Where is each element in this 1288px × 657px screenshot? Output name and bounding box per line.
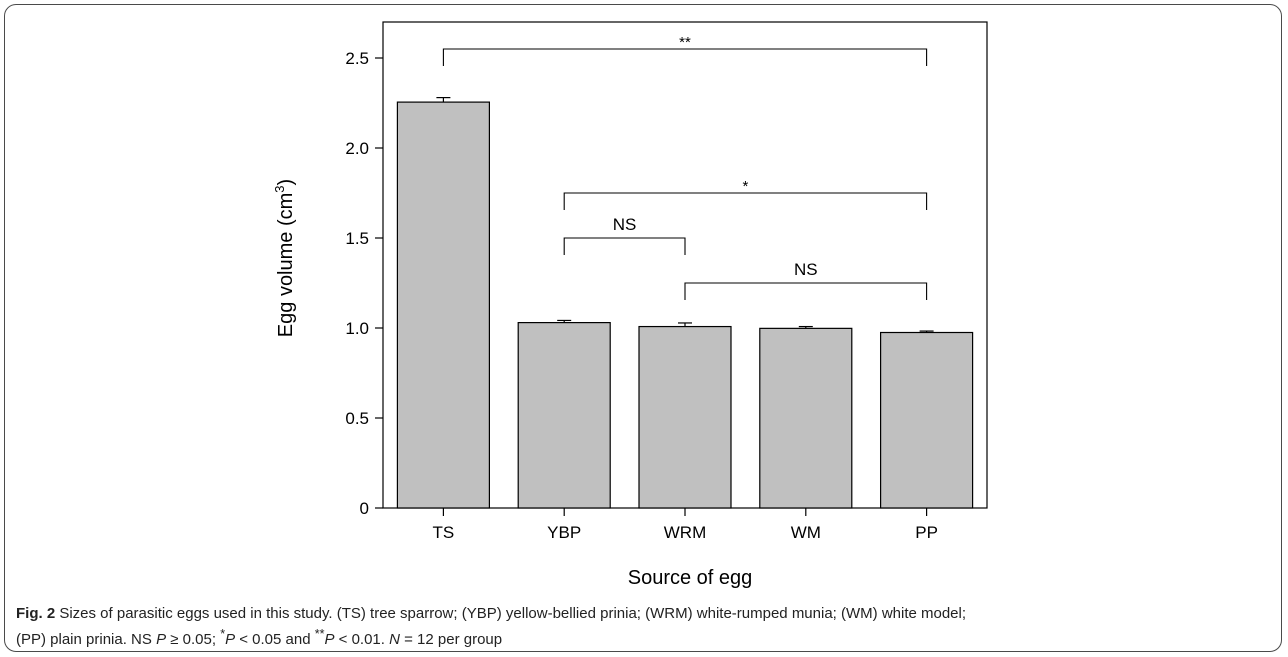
x-tick-label-ts: TS <box>433 523 455 542</box>
y-axis-label-base: Egg volume (cm <box>275 193 297 338</box>
significance-label: NS <box>613 215 637 234</box>
caption-superscript: ** <box>314 627 325 641</box>
y-axis-label-close: ) <box>275 179 297 186</box>
caption-text: = 12 per group <box>399 631 503 648</box>
caption-text: < 0.05 and <box>235 631 315 648</box>
y-tick-label: 1.0 <box>345 319 369 338</box>
y-tick-label: 2.0 <box>345 139 369 158</box>
y-axis-label-superscript: 3 <box>272 185 287 192</box>
caption-superscript: * <box>220 627 226 641</box>
x-tick-label-pp: PP <box>915 523 938 542</box>
caption-text-line-1: Sizes of parasitic eggs used in this stu… <box>55 605 967 622</box>
bar-wm <box>759 327 853 509</box>
y-tick-label: 0.5 <box>345 409 369 428</box>
caption-figure-label: Fig. 2 <box>16 605 56 622</box>
significance-bracket <box>563 192 928 210</box>
y-tick-label: 1.5 <box>345 229 369 248</box>
caption-text-line-2: (PP) plain prinia. NS <box>16 631 157 648</box>
x-tick-label-wm: WM <box>791 523 821 542</box>
figure-frame <box>4 4 1282 652</box>
significance-bracket <box>684 282 928 300</box>
significance-label: NS <box>794 260 818 279</box>
bar-ybp <box>517 322 611 509</box>
bar-pp <box>879 331 974 509</box>
significance-bracket <box>563 237 686 255</box>
caption-p-symbol: P <box>225 631 236 648</box>
x-tick-label-wrm: WRM <box>664 523 706 542</box>
significance-bracket <box>442 48 928 66</box>
caption-n-symbol: N <box>389 631 400 648</box>
significance-label: * <box>742 178 748 195</box>
y-tick-label: 2.5 <box>345 49 369 68</box>
bar-ts <box>396 101 490 509</box>
y-axis-label: Egg volume (cm3) <box>272 179 297 337</box>
caption-text: ≥ 0.05; <box>166 631 221 648</box>
figure-caption: Fig. 2 Sizes of parasitic eggs used in t… <box>16 603 1266 650</box>
x-axis-label: Source of egg <box>628 567 753 589</box>
y-tick-label: 0 <box>360 499 369 518</box>
bar-wrm <box>638 325 732 509</box>
caption-p-symbol: P <box>156 631 167 648</box>
significance-label: ** <box>679 34 691 51</box>
caption-p-symbol: P <box>324 631 335 648</box>
x-tick-label-ybp: YBP <box>547 523 581 542</box>
caption-text: < 0.01. <box>334 631 390 648</box>
